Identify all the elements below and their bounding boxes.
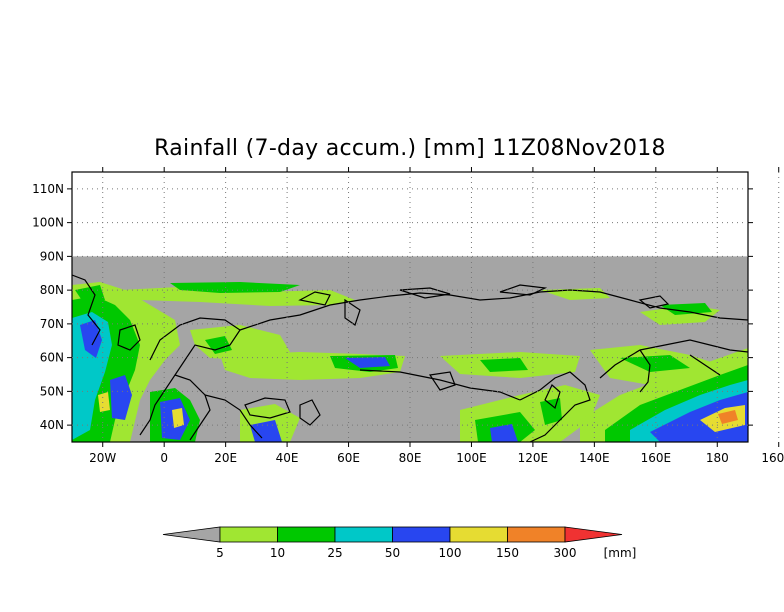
lon-label: 80E <box>399 451 422 465</box>
lon-label: 60E <box>337 451 360 465</box>
lat-label: 80N <box>40 283 64 297</box>
colorbar-label: 25 <box>327 546 342 560</box>
longitude-labels: 20W 0 20E 40E 60E 80E 100E 120E 140E 160E 180 160W <box>89 451 784 465</box>
lat-label: 100N <box>32 216 64 230</box>
lon-label: 120E <box>518 451 549 465</box>
lon-label: 40E <box>276 451 299 465</box>
colorbar: 5 10 25 50 100 150 300 [mm] <box>162 526 637 560</box>
lon-label: 100E <box>456 451 487 465</box>
colorbar-label: 5 <box>216 546 224 560</box>
colorbar-label: 300 <box>554 546 577 560</box>
colorbar-unit: [mm] <box>604 546 637 560</box>
lon-label: 160E <box>641 451 672 465</box>
graticule <box>72 172 780 442</box>
colorbar-label: 150 <box>496 546 519 560</box>
coastlines <box>72 274 748 442</box>
lon-label: 160W <box>761 451 784 465</box>
lon-label: 20W <box>89 451 116 465</box>
colorbar-cell <box>392 526 451 543</box>
lat-label: 70N <box>40 317 64 331</box>
colorbar-cell <box>334 526 393 543</box>
lat-label: 110N <box>32 182 64 196</box>
lat-label: 90N <box>40 249 64 263</box>
lon-label: 0 <box>160 451 168 465</box>
colorbar-cell <box>449 526 508 543</box>
lat-label: 40N <box>40 418 64 432</box>
map-title: Rainfall (7-day accum.) [mm] 11Z08Nov201… <box>154 136 666 161</box>
lon-label: 140E <box>579 451 610 465</box>
colorbar-cell <box>162 526 221 543</box>
lat-label: 60N <box>40 351 64 365</box>
lon-label: 20E <box>214 451 237 465</box>
colorbar-label: 10 <box>270 546 285 560</box>
colorbar-label: 100 <box>439 546 462 560</box>
latitude-labels: 110N 100N 90N 80N 70N 60N 50N 40N <box>32 182 64 432</box>
colorbar-cell <box>507 526 566 543</box>
colorbar-cell <box>219 526 278 543</box>
colorbar-cell <box>277 526 336 543</box>
colorbar-cell <box>564 526 623 543</box>
axis-ticks <box>67 167 780 447</box>
lon-label: 180 <box>706 451 729 465</box>
colorbar-label: 50 <box>385 546 400 560</box>
lat-label: 50N <box>40 384 64 398</box>
